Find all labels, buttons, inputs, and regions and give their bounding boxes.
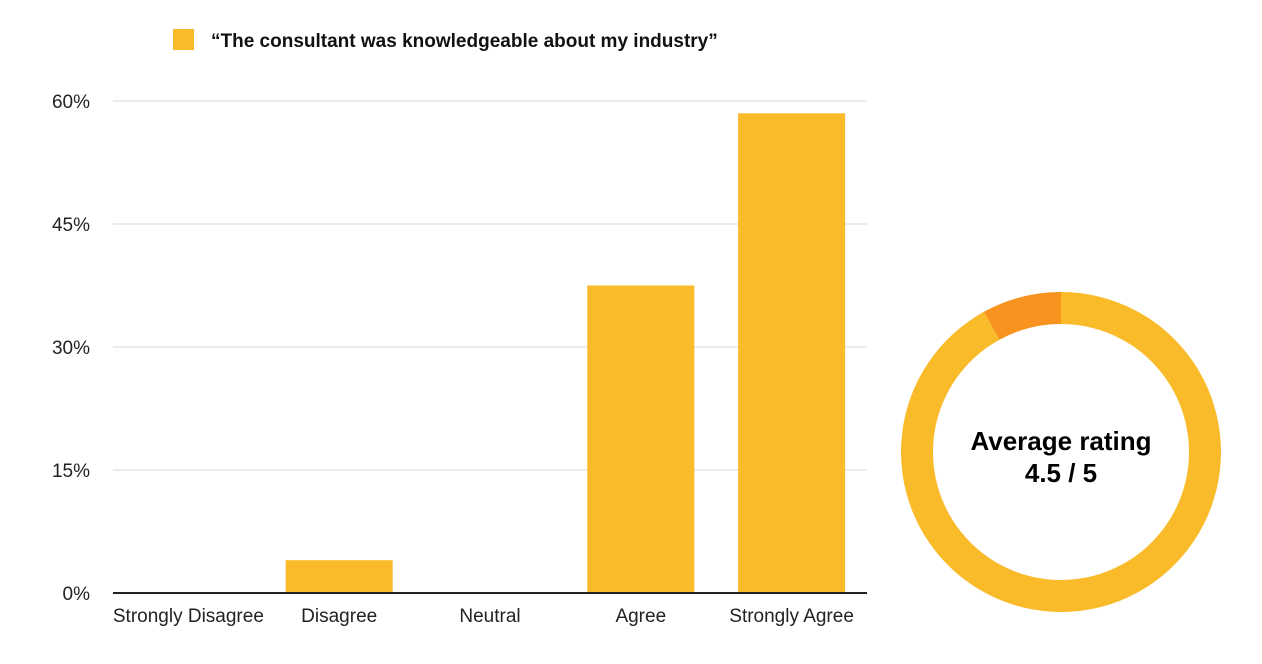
donut-slice	[983, 292, 1061, 340]
x-tick-label: Strongly Agree	[729, 606, 854, 627]
y-axis-tick-labels: 0% 15% 30% 45% 60%	[52, 92, 90, 605]
legend-label: “The consultant was knowledgeable about …	[211, 31, 718, 52]
legend-swatch	[173, 29, 194, 50]
x-axis-tick-labels: Strongly Disagree Disagree Neutral Agree Str…	[113, 606, 854, 627]
x-tick-label: Agree	[615, 606, 666, 627]
bar-chart: 0% 15% 30% 45% 60% Strongly Disagree Disagree…	[52, 92, 867, 627]
donut-chart: Average rating 4.5 / 5	[900, 292, 1221, 613]
legend: “The consultant was knowledgeable about …	[173, 29, 718, 52]
bar	[587, 285, 695, 593]
donut-center-label-line-2: 4.5 / 5	[1025, 458, 1097, 488]
x-tick-label: Neutral	[459, 606, 520, 627]
x-tick-label: Strongly Disagree	[113, 606, 264, 627]
x-tick-label: Disagree	[301, 606, 377, 627]
donut-center-label-line-1: Average rating	[970, 426, 1151, 456]
y-tick-label: 0%	[63, 584, 91, 605]
y-tick-label: 15%	[52, 461, 90, 482]
donut-slices	[900, 292, 1221, 613]
y-tick-label: 30%	[52, 338, 90, 359]
bars	[285, 113, 846, 594]
y-tick-label: 45%	[52, 215, 90, 236]
bar	[738, 113, 846, 594]
bar	[285, 560, 393, 593]
y-tick-label: 60%	[52, 92, 90, 113]
